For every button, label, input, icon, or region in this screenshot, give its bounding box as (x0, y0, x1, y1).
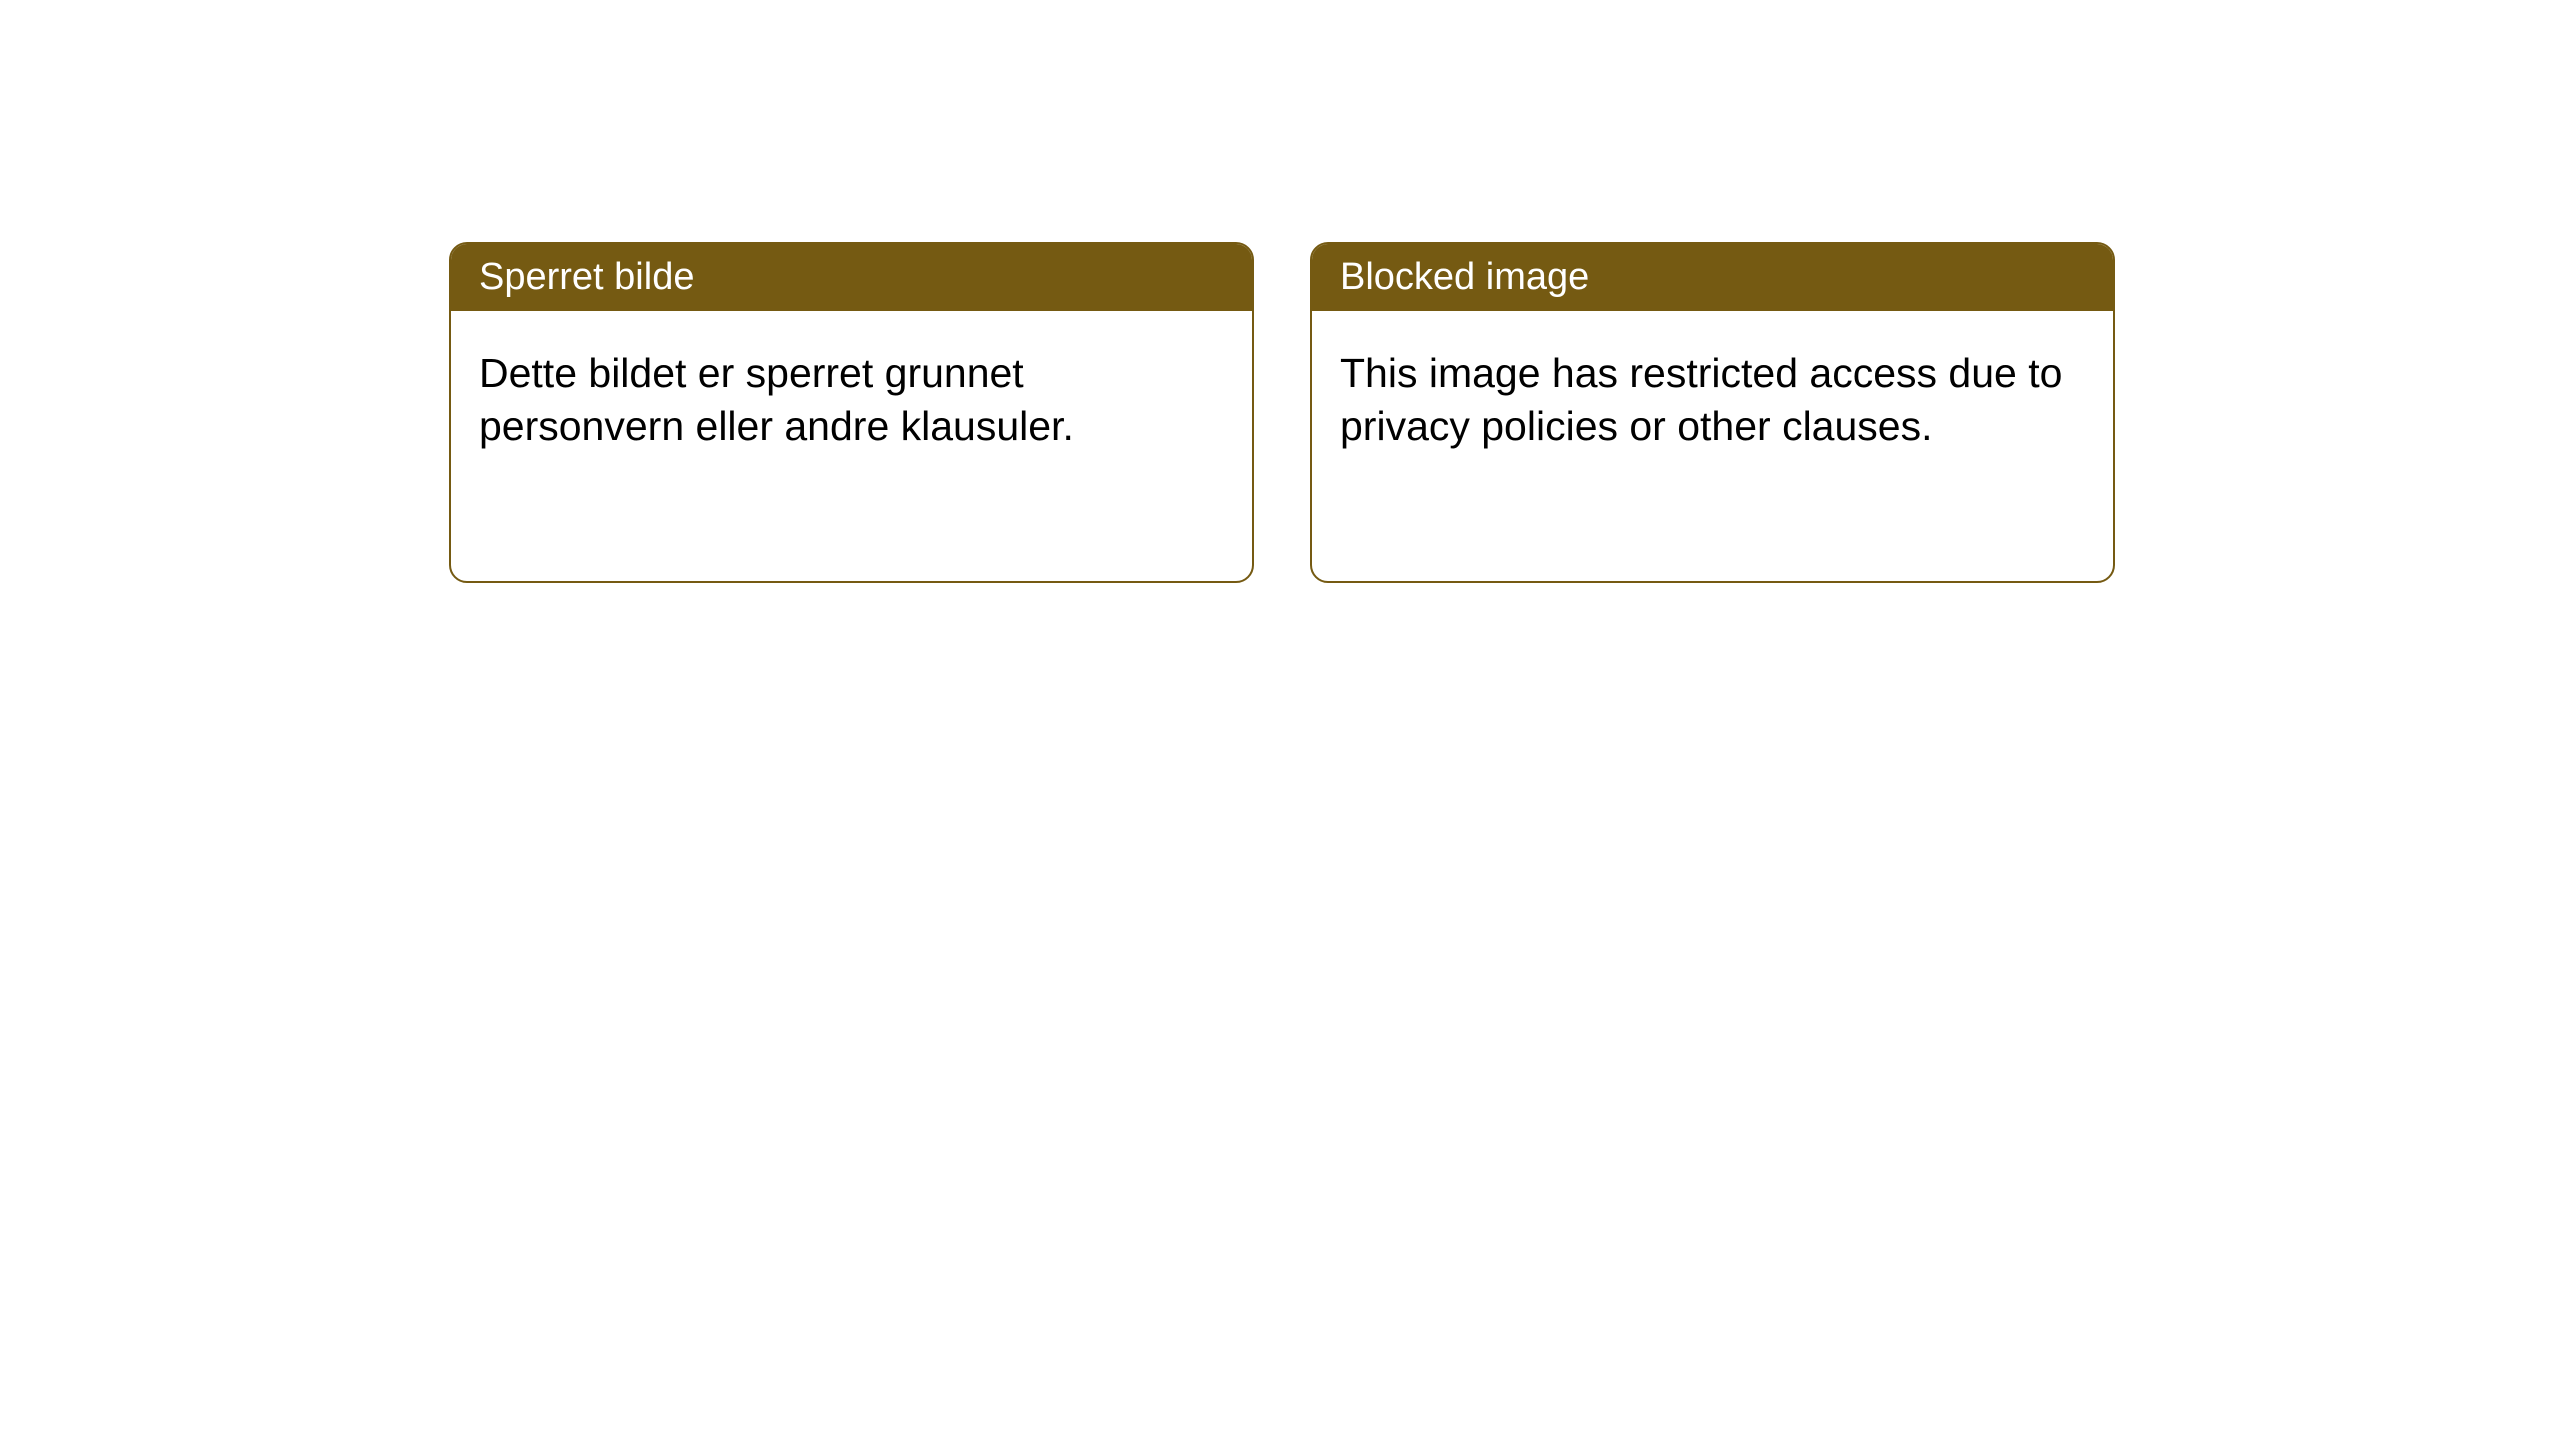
notice-container: Sperret bilde Dette bildet er sperret gr… (0, 0, 2560, 583)
notice-card-english: Blocked image This image has restricted … (1310, 242, 2115, 583)
notice-title: Blocked image (1312, 244, 2113, 311)
notice-body: Dette bildet er sperret grunnet personve… (451, 311, 1252, 581)
notice-card-norwegian: Sperret bilde Dette bildet er sperret gr… (449, 242, 1254, 583)
notice-body: This image has restricted access due to … (1312, 311, 2113, 581)
notice-title: Sperret bilde (451, 244, 1252, 311)
